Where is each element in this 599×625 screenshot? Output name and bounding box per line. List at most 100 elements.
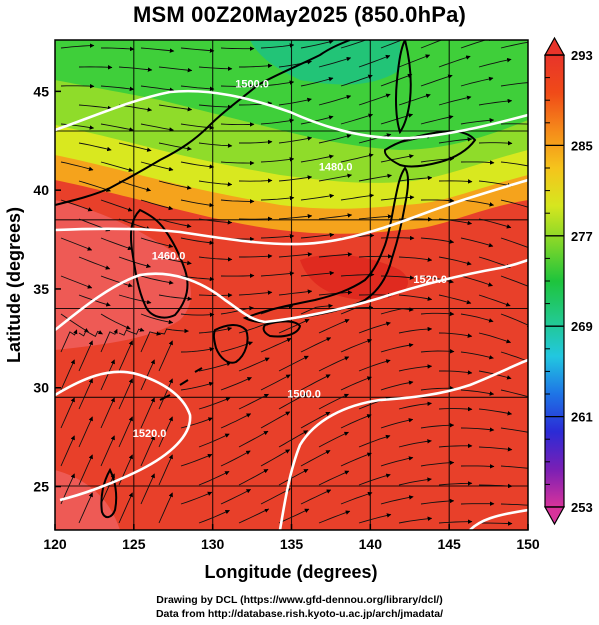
streamline	[358, 93, 391, 106]
streamline	[198, 180, 233, 187]
streamline	[318, 133, 352, 144]
streamline	[438, 294, 472, 305]
contour-label: 1520.0	[133, 428, 167, 440]
streamline	[260, 488, 291, 505]
streamline	[140, 123, 174, 132]
streamline	[180, 312, 215, 317]
streamline	[380, 40, 403, 49]
colorbar-label: 277	[571, 229, 593, 244]
streamline	[438, 137, 473, 144]
x-tick-label: 120	[43, 536, 67, 552]
streamline	[278, 430, 309, 448]
streamline	[118, 340, 133, 372]
streamline	[460, 160, 495, 165]
streamline	[438, 218, 473, 226]
streamline	[118, 142, 152, 152]
colorbar-label: 293	[571, 48, 593, 63]
streamline	[438, 55, 471, 68]
streamline	[198, 104, 233, 110]
streamline	[260, 233, 295, 239]
streamline	[380, 343, 414, 353]
streamline	[398, 326, 433, 334]
streamline	[438, 519, 473, 524]
streamline	[398, 54, 431, 68]
streamline	[158, 294, 193, 301]
colorbar-label: 285	[571, 138, 593, 153]
streamline	[460, 389, 495, 396]
streamline	[479, 521, 513, 526]
streamline	[140, 85, 175, 93]
x-tick-label: 150	[516, 536, 540, 552]
colorbar-label: 261	[571, 410, 593, 425]
streamline	[439, 370, 473, 375]
streamline	[220, 450, 251, 467]
streamline	[239, 253, 273, 259]
streamline	[260, 118, 295, 125]
streamline	[140, 199, 174, 211]
streamline	[318, 356, 350, 372]
streamline	[278, 136, 313, 144]
streamline	[100, 313, 131, 330]
streamline	[180, 47, 215, 53]
streamline	[60, 397, 75, 429]
streamline	[278, 214, 313, 220]
streamline	[180, 381, 214, 391]
streamline	[380, 418, 414, 429]
streamline	[318, 431, 349, 448]
streamline	[380, 154, 414, 163]
streamline	[340, 305, 374, 315]
credit-data: Data from http://database.rish.kyoto-u.a…	[155, 608, 444, 620]
streamline	[318, 252, 353, 258]
streamline	[238, 508, 270, 524]
streamline	[220, 160, 255, 166]
streamline	[78, 416, 93, 448]
streamline	[140, 397, 155, 429]
streamline	[198, 433, 230, 448]
streamline	[420, 275, 454, 284]
streamline	[220, 46, 255, 51]
streamline	[300, 489, 332, 505]
streamline	[420, 311, 455, 317]
streamline	[460, 40, 493, 49]
streamline	[478, 332, 512, 344]
streamline	[239, 63, 273, 69]
streamline	[398, 217, 433, 222]
streamline	[118, 378, 133, 410]
streamline	[300, 154, 334, 163]
streamline	[238, 468, 269, 486]
x-axis-ticks: 120 125 130 135 140 145 150	[43, 524, 540, 552]
streamline	[118, 294, 152, 305]
streamline	[260, 43, 295, 49]
streamline	[100, 85, 135, 92]
streamline	[100, 359, 115, 391]
streamline	[180, 347, 215, 353]
streamline	[438, 443, 473, 449]
streamline	[278, 252, 313, 258]
y-tick-label: 40	[33, 182, 49, 198]
streamline	[180, 199, 214, 208]
streamline	[78, 454, 93, 486]
streamline	[300, 450, 331, 467]
streamline	[198, 218, 233, 225]
colorbar-bottom-arrow	[543, 506, 566, 526]
streamline	[460, 351, 494, 360]
x-tick-label: 130	[201, 536, 225, 552]
streamline	[420, 386, 455, 391]
streamline	[100, 397, 115, 429]
streamline	[140, 161, 174, 172]
streamline	[340, 153, 374, 163]
streamline	[358, 434, 391, 448]
chart-title: MSM 00Z20May2025 (850.0hPa)	[132, 2, 467, 27]
streamline	[420, 422, 455, 429]
streamline	[478, 483, 513, 489]
streamline	[140, 275, 174, 285]
streamline	[198, 509, 230, 524]
streamline	[140, 313, 174, 325]
streamline	[140, 473, 155, 505]
streamline	[198, 361, 232, 372]
streamline	[220, 122, 255, 127]
streamline	[420, 114, 454, 125]
contour-label: 1520.0	[413, 274, 447, 286]
streamline	[398, 477, 432, 486]
